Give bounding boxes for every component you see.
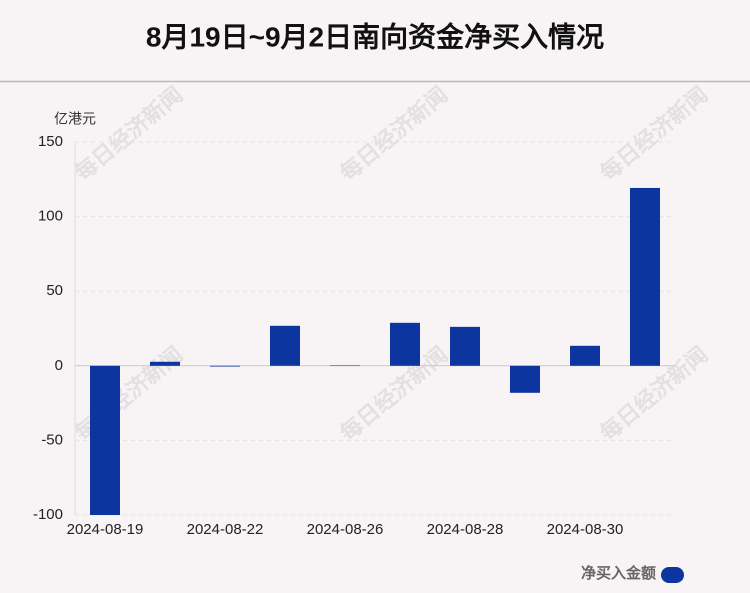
y-tick-label: -100 bbox=[33, 506, 63, 523]
bar bbox=[210, 365, 240, 367]
legend-swatch bbox=[661, 567, 684, 583]
bar bbox=[630, 187, 660, 366]
bar bbox=[390, 322, 420, 366]
bar bbox=[570, 345, 600, 366]
y-tick-label: 150 bbox=[38, 133, 63, 150]
y-tick-label: 0 bbox=[55, 357, 63, 374]
y-tick-label: -50 bbox=[41, 431, 63, 448]
bar bbox=[150, 361, 180, 366]
x-tick-label: 2024-08-22 bbox=[187, 521, 264, 538]
y-axis-label: 亿港元 bbox=[54, 111, 96, 127]
chart-title: 8月19日~9月2日南向资金净买入情况 bbox=[146, 20, 604, 52]
y-tick-label: 100 bbox=[38, 208, 63, 225]
x-tick-label: 2024-08-30 bbox=[547, 521, 624, 538]
bar bbox=[90, 365, 120, 515]
bar bbox=[270, 325, 300, 366]
bar bbox=[450, 326, 480, 366]
y-tick-label: 50 bbox=[46, 282, 63, 299]
legend-label: 净买入金额 bbox=[581, 564, 656, 582]
x-tick-label: 2024-08-26 bbox=[307, 521, 384, 538]
x-tick-label: 2024-08-19 bbox=[67, 521, 144, 538]
x-tick-label: 2024-08-28 bbox=[427, 521, 504, 538]
bar bbox=[510, 365, 540, 393]
